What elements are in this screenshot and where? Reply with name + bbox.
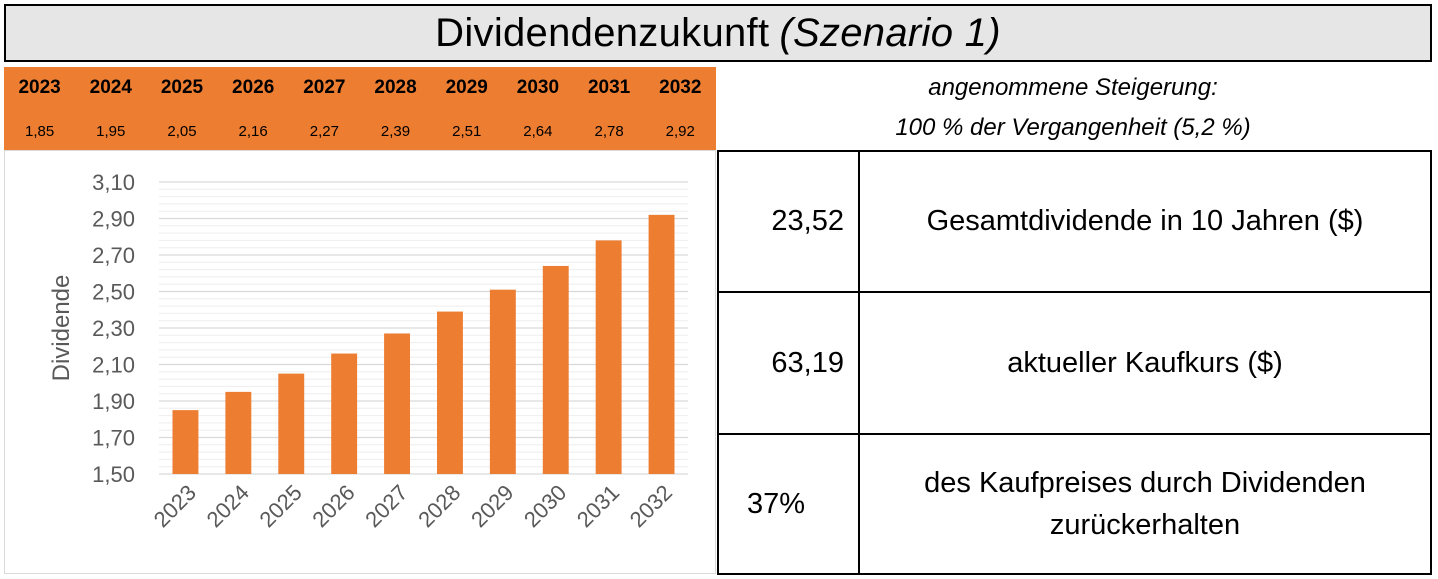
purchase-price-value: 63,19 xyxy=(719,293,860,433)
dividend-value-cell: 2,39 xyxy=(380,123,411,140)
bar-2024 xyxy=(225,391,252,474)
bar-2027 xyxy=(384,333,411,474)
y-tick-label: 3,10 xyxy=(92,170,135,195)
assumption-line-1: angenommene Steigerung: xyxy=(928,74,1218,101)
y-tick-label: 1,50 xyxy=(92,462,135,487)
year-cell: 2030 xyxy=(516,77,560,98)
x-tick-label: 2028 xyxy=(413,480,465,532)
year-cell: 2024 xyxy=(89,77,132,98)
bar-2029 xyxy=(489,289,516,474)
assumption-line-2: 100 % der Vergangenheit (5,2 %) xyxy=(895,114,1251,141)
dividend-value-cell: 1,95 xyxy=(96,123,126,140)
y-tick-label: 1,90 xyxy=(92,389,135,414)
x-tick-label: 2023 xyxy=(149,480,201,532)
year-cell: 2029 xyxy=(445,77,488,98)
dividend-value-row: 1,85 1,95 2,05 2,16 2,27 2,39 2,51 2,64 … xyxy=(4,123,716,140)
year-header-row: 2023 2024 2025 2026 2027 2028 2029 2030 … xyxy=(4,77,716,99)
x-tick-label: 2026 xyxy=(307,480,359,532)
dividend-value-cell: 2,16 xyxy=(238,123,268,140)
y-tick-label: 2,30 xyxy=(92,316,135,341)
dividend-bar-chart: 1,50 1,70 1,90 2,10 2,30 2,50 2,70 2,90 3,10 Divi… xyxy=(48,170,688,532)
dividend-value-cell: 2,92 xyxy=(665,123,695,140)
x-tick-label: 2030 xyxy=(519,480,571,532)
bar-2032 xyxy=(648,214,675,474)
page-title-bar: Dividendenzukunft (Szenario 1) xyxy=(4,4,1432,62)
dividend-value-cell: 2,27 xyxy=(309,123,339,140)
dividend-chart: 1,50 1,70 1,90 2,10 2,30 2,50 2,70 2,90 3,10 Divi… xyxy=(4,150,716,574)
payback-share-label: des Kaufpreises durch Dividenden zurücke… xyxy=(924,466,1366,541)
year-cell: 2026 xyxy=(232,77,275,98)
y-tick-label: 2,50 xyxy=(92,280,135,305)
bar-2030 xyxy=(542,265,569,474)
summary-row-purchase-price: 63,19 aktueller Kaufkurs ($) xyxy=(719,293,1430,435)
bar-2026 xyxy=(331,353,358,474)
y-tick-label: 2,10 xyxy=(92,353,135,378)
y-tick-label: 1,70 xyxy=(92,426,135,451)
dividend-value-cell: 1,85 xyxy=(24,123,55,140)
summary-row-payback-share: 37% des Kaufpreises durch Dividenden zur… xyxy=(719,435,1430,573)
bar-2025 xyxy=(278,373,305,474)
y-axis-label: Dividende xyxy=(48,275,75,382)
page-subtitle: (Szenario 1) xyxy=(779,10,1001,55)
year-cell: 2023 xyxy=(18,77,61,98)
payback-share-value: 37% xyxy=(719,435,860,573)
x-tick-label: 2025 xyxy=(254,480,306,532)
year-cell: 2028 xyxy=(374,77,417,98)
summary-table: 23,52 Gesamtdividende in 10 Jahren ($) 6… xyxy=(717,150,1432,575)
year-cell: 2025 xyxy=(160,77,204,98)
year-cell: 2032 xyxy=(659,77,702,98)
x-tick-label: 2032 xyxy=(625,480,677,532)
dividend-value-cell: 2,64 xyxy=(523,123,553,140)
year-cell: 2027 xyxy=(303,77,346,98)
total-dividend-value: 23,52 xyxy=(719,152,860,291)
dividend-year-table: 2023 2024 2025 2026 2027 2028 2029 2030 … xyxy=(4,67,716,150)
dividend-value-cell: 2,05 xyxy=(167,123,197,140)
total-dividend-label: Gesamtdividende in 10 Jahren ($) xyxy=(926,205,1364,238)
y-tick-label: 2,70 xyxy=(92,243,135,268)
y-tick-label: 2,90 xyxy=(92,207,135,232)
year-cell: 2031 xyxy=(587,77,631,98)
x-tick-label: 2027 xyxy=(360,480,412,532)
x-tick-label: 2031 xyxy=(572,480,624,532)
bar-2028 xyxy=(436,311,463,474)
bar-2031 xyxy=(595,240,622,474)
x-tick-label: 2029 xyxy=(466,480,518,532)
bar-2023 xyxy=(172,410,199,474)
dividend-value-cell: 2,78 xyxy=(594,123,624,140)
dividend-value-cell: 2,51 xyxy=(452,123,482,140)
summary-row-total-dividend: 23,52 Gesamtdividende in 10 Jahren ($) xyxy=(719,152,1430,293)
purchase-price-label: aktueller Kaufkurs ($) xyxy=(1007,346,1283,379)
page-title: Dividendenzukunft xyxy=(435,10,770,55)
x-tick-label: 2024 xyxy=(202,480,254,532)
